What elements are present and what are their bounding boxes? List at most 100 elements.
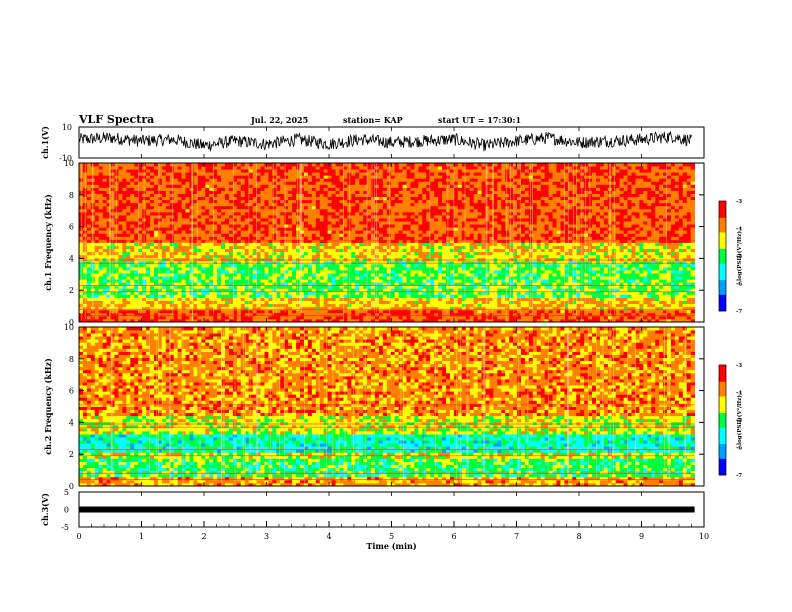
ch1-spectrogram-cell	[485, 233, 490, 237]
ch1-spectrogram-cell	[268, 306, 273, 311]
ch1-spectrogram-cell	[94, 260, 100, 265]
ch1-spectrogram-cell	[173, 224, 179, 228]
ch1-spectrogram-cell	[343, 297, 348, 301]
ch1-spectrogram-cell	[232, 230, 238, 234]
ch1-spectrogram-cell	[434, 315, 439, 320]
ch1-spectrogram-cell	[181, 291, 186, 295]
ch1-spectrogram-cell	[576, 300, 581, 305]
ch1-spectrogram-cell	[430, 263, 435, 268]
ch1-spectrogram-cell	[244, 279, 250, 283]
ch1-spectrogram-cell	[205, 297, 210, 301]
ch1-spectrogram-cell	[264, 276, 269, 280]
ch1-spectrogram-cell	[335, 257, 340, 262]
ch1-spectrogram-cell	[351, 254, 356, 259]
ch1-spectrogram-cell	[655, 257, 660, 262]
ch1-spectrogram-cell	[173, 279, 179, 283]
ch1-spectrogram-cell	[374, 279, 380, 283]
ch1-spectrogram-cell	[509, 251, 514, 256]
ch1-spectrogram-cell	[319, 282, 325, 286]
ch1-spectrogram-cell	[150, 257, 155, 262]
ch1-spectrogram-cell	[588, 294, 593, 298]
ch1-spectrogram-cell	[639, 300, 644, 305]
ch1-spectrogram-cell	[209, 254, 214, 259]
ch1-spectrogram-cell	[268, 288, 273, 292]
ch1-spectrogram-cell	[209, 251, 214, 256]
ch1-spectrogram-cell	[386, 318, 392, 323]
ch1-spectrogram-cell	[288, 263, 293, 268]
ch1-spectrogram-cell	[623, 273, 628, 277]
ch1-spectrogram-cell	[296, 233, 301, 237]
ch1-spectrogram-cell	[457, 257, 463, 262]
ch1-spectrogram-cell	[651, 312, 656, 317]
ch1-spectrogram-cell	[134, 242, 139, 246]
ch1-spectrogram-cell	[509, 227, 514, 231]
ch1-spectrogram-cell	[505, 318, 510, 323]
ch1-spectrogram-cell	[177, 233, 183, 237]
ch1-spectrogram-cell	[240, 309, 246, 314]
ch1-spectrogram-cell	[639, 251, 644, 256]
ch1-spectrogram-cell	[682, 276, 688, 280]
ch1-spectrogram-cell	[359, 233, 364, 237]
ch1-spectrogram-cell	[94, 282, 100, 286]
ch1-spectrogram-cell	[398, 303, 403, 308]
ch1-spectrogram-cell	[670, 318, 676, 323]
ch1-spectrogram-cell	[406, 309, 411, 314]
ch1-spectrogram-cell	[548, 245, 553, 250]
ch1-spectrogram-cell	[134, 227, 139, 231]
ch1-spectrogram-cell	[79, 294, 84, 298]
ch1-spectrogram-cell	[623, 251, 628, 256]
ch1-spectrogram-cell	[564, 260, 569, 265]
ch1-spectrogram-cell	[292, 263, 297, 268]
ch1-spectrogram-cell	[197, 282, 202, 286]
ch1-spectrogram-cell	[509, 279, 514, 283]
ch1-spectrogram-cell	[682, 254, 688, 259]
ch1-spectrogram-cell	[410, 257, 415, 262]
ch1-spectrogram-cell	[138, 288, 143, 292]
ch1-spectrogram-cell	[501, 297, 506, 301]
ch1-spectrogram-cell	[615, 294, 621, 298]
ch1-spectrogram-cell	[122, 245, 127, 250]
ch1-spectrogram-cell	[319, 312, 325, 317]
ch1-spectrogram-cell	[690, 233, 696, 237]
ch1-spectrogram-cell	[386, 257, 392, 262]
ch1-spectrogram-cell	[599, 224, 605, 228]
ch1-spectrogram-cell	[635, 294, 640, 298]
ch1-spectrogram-cell	[244, 257, 250, 262]
ch1-spectrogram-cell	[517, 282, 522, 286]
ch1-spectrogram-cell	[477, 266, 482, 271]
ch1-spectrogram-cell	[248, 230, 254, 234]
ch1-spectrogram-cell	[513, 266, 518, 271]
ch1-spectrogram-cell	[670, 294, 676, 298]
ch1-spectrogram-cell	[686, 260, 692, 265]
ch1-spectrogram-cell	[489, 315, 494, 320]
ch1-spectrogram-cell	[272, 263, 277, 268]
ch1-spectrogram-cell	[422, 224, 427, 228]
ch1-spectrogram-cell	[130, 251, 135, 256]
ch1-spectrogram-cell	[442, 242, 447, 246]
ch1-spectrogram-cell	[331, 257, 336, 262]
ch1-spectrogram-cell	[457, 294, 463, 298]
ch1-spectrogram-cell	[556, 318, 561, 323]
ch1-spectrogram-cell	[635, 318, 640, 323]
ch1-spectrogram-cell	[453, 245, 459, 250]
ch1-spectrogram-cell	[110, 318, 115, 323]
ch1-spectrogram-cell	[173, 309, 179, 314]
ch1-spectrogram-cell	[465, 270, 471, 274]
ch1-spectrogram-cell	[631, 312, 636, 317]
ch1-spectrogram-cell	[201, 288, 206, 292]
ch1-spectrogram-cell	[177, 224, 183, 228]
ch1-spectrogram-cell	[599, 251, 605, 256]
ch1-spectrogram-cell	[288, 266, 293, 271]
ch1-spectrogram-cell	[667, 282, 672, 286]
ch1-spectrogram-cell	[647, 294, 652, 298]
ch1-spectrogram-cell	[663, 288, 668, 292]
ch1-spectrogram-cell	[363, 251, 368, 256]
ch1-spectrogram-cell	[327, 245, 332, 250]
ch1-spectrogram-cell	[410, 285, 415, 289]
ch1-spectrogram-cell	[79, 266, 84, 271]
ch1-spectrogram-cell	[122, 273, 127, 277]
ch1-spectrogram-cell	[213, 260, 218, 265]
ch1-spectrogram-cell	[359, 251, 364, 256]
ch1-spectrogram-cell	[378, 254, 384, 259]
ch1-spectrogram-cell	[351, 288, 356, 292]
